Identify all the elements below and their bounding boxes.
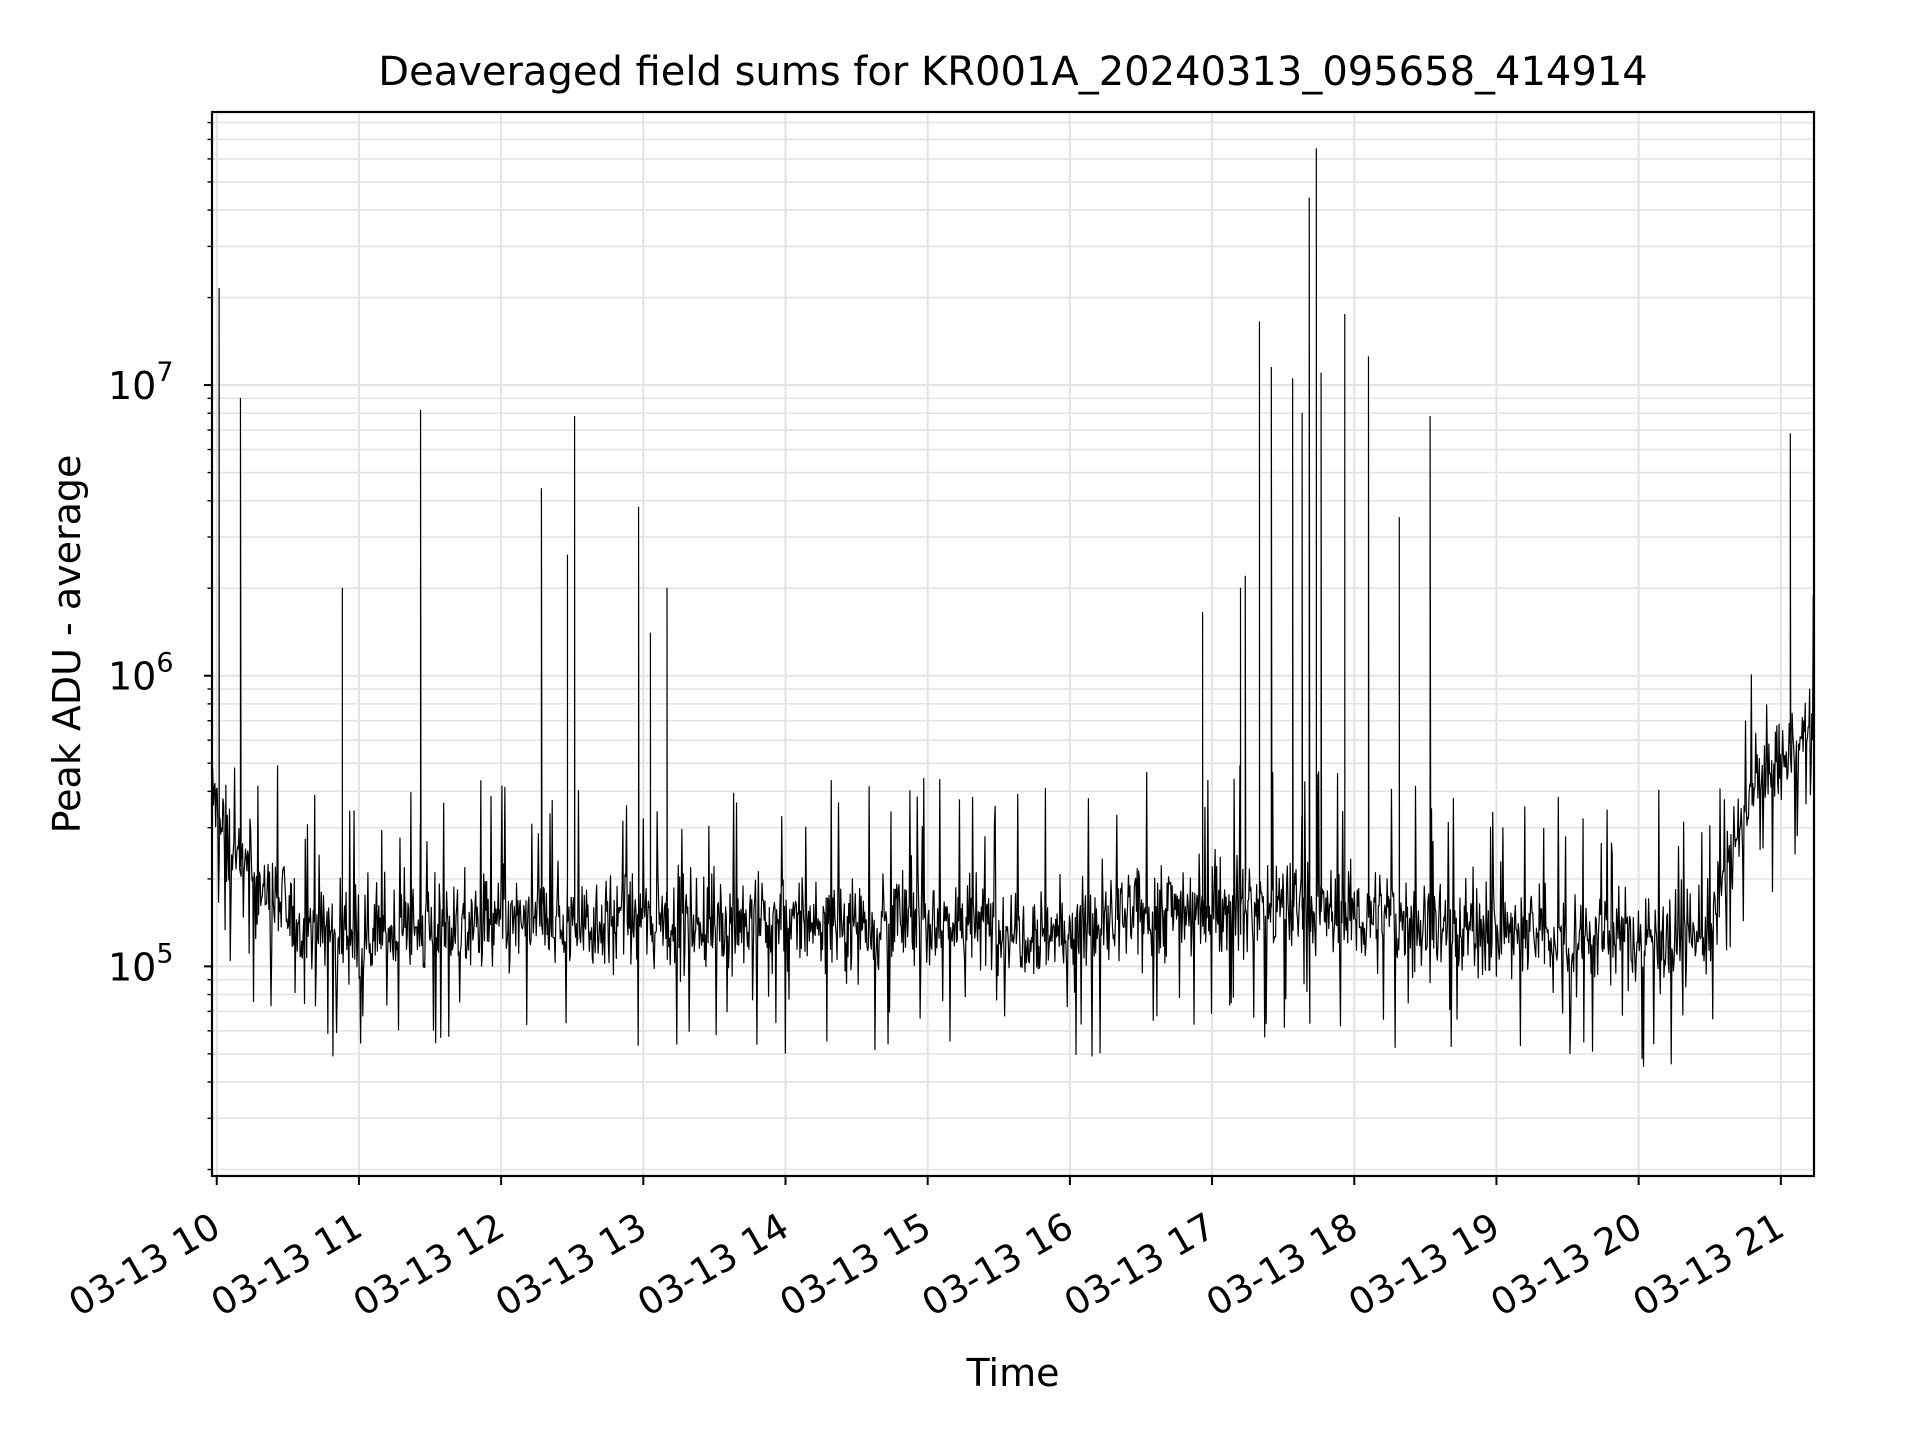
y-tick-label-exponent: 6 bbox=[156, 648, 173, 679]
y-tick-label: 105 bbox=[108, 938, 174, 989]
y-tick-label-base: 10 bbox=[108, 945, 156, 989]
series-line bbox=[211, 148, 1815, 1067]
plot-frame bbox=[210, 110, 1816, 1178]
chart-title: Deaveraged field sums for KR001A_2024031… bbox=[378, 49, 1647, 95]
grid bbox=[212, 112, 1814, 1176]
x-axis-label: Time bbox=[966, 1351, 1060, 1395]
y-tick-label: 106 bbox=[108, 648, 174, 699]
y-tick-label-exponent: 7 bbox=[156, 357, 173, 388]
y-tick-label-exponent: 5 bbox=[156, 938, 173, 969]
y-tick-label-base: 10 bbox=[108, 655, 156, 699]
y-tick-label: 107 bbox=[108, 357, 174, 408]
y-axis-label: Peak ADU - average bbox=[45, 455, 89, 834]
y-tick-label-base: 10 bbox=[108, 364, 156, 408]
